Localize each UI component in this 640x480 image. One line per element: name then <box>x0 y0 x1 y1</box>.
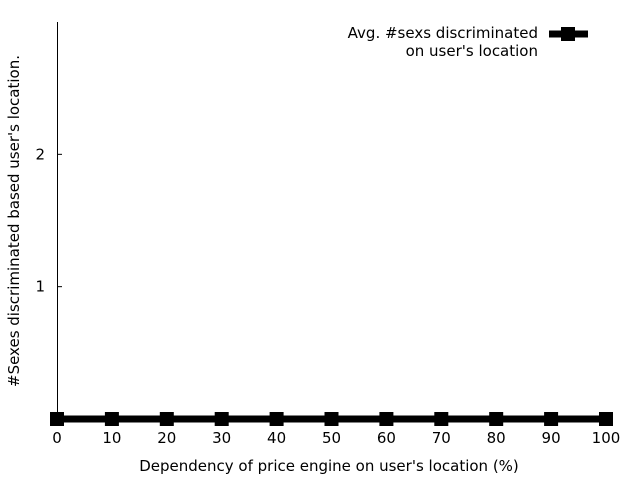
x-tick-label: 10 <box>102 429 121 447</box>
data-point-marker <box>214 412 229 426</box>
legend-swatch-marker <box>561 27 575 41</box>
y-tick-label: 1 <box>35 278 45 296</box>
series <box>50 412 613 426</box>
y-tick-labels: 12 <box>35 145 62 296</box>
x-tick-label: 60 <box>377 429 396 447</box>
x-tick-label: 30 <box>212 429 231 447</box>
data-point-marker <box>324 412 339 426</box>
x-tick-label: 90 <box>542 429 561 447</box>
y-axis-label: #Sexes discriminated based user's locati… <box>5 55 23 387</box>
data-point-marker <box>159 412 174 426</box>
data-point-marker <box>379 412 394 426</box>
x-tick-label: 20 <box>157 429 176 447</box>
data-point-marker <box>489 412 504 426</box>
data-point-marker <box>50 412 64 426</box>
data-point-marker <box>544 412 559 426</box>
x-tick-label: 80 <box>487 429 506 447</box>
data-point-marker <box>269 412 284 426</box>
y-tick-label: 2 <box>35 145 45 163</box>
x-tick-label: 70 <box>432 429 451 447</box>
data-point-marker <box>599 412 613 426</box>
data-point-marker <box>434 412 449 426</box>
x-tick-label: 100 <box>592 429 621 447</box>
x-tick-label: 40 <box>267 429 286 447</box>
x-tick-label: 50 <box>322 429 341 447</box>
legend-label-line-2: on user's location <box>406 42 538 60</box>
legend-label-line-1: Avg. #sexs discriminated <box>348 24 538 42</box>
data-point-marker <box>104 412 119 426</box>
x-axis-label: Dependency of price engine on user's loc… <box>139 457 519 475</box>
x-tick-label: 0 <box>52 429 62 447</box>
legend: Avg. #sexs discriminated on user's locat… <box>348 24 588 60</box>
x-tick-labels: 0 10 20 30 40 50 60 70 80 90 100 <box>52 429 620 447</box>
